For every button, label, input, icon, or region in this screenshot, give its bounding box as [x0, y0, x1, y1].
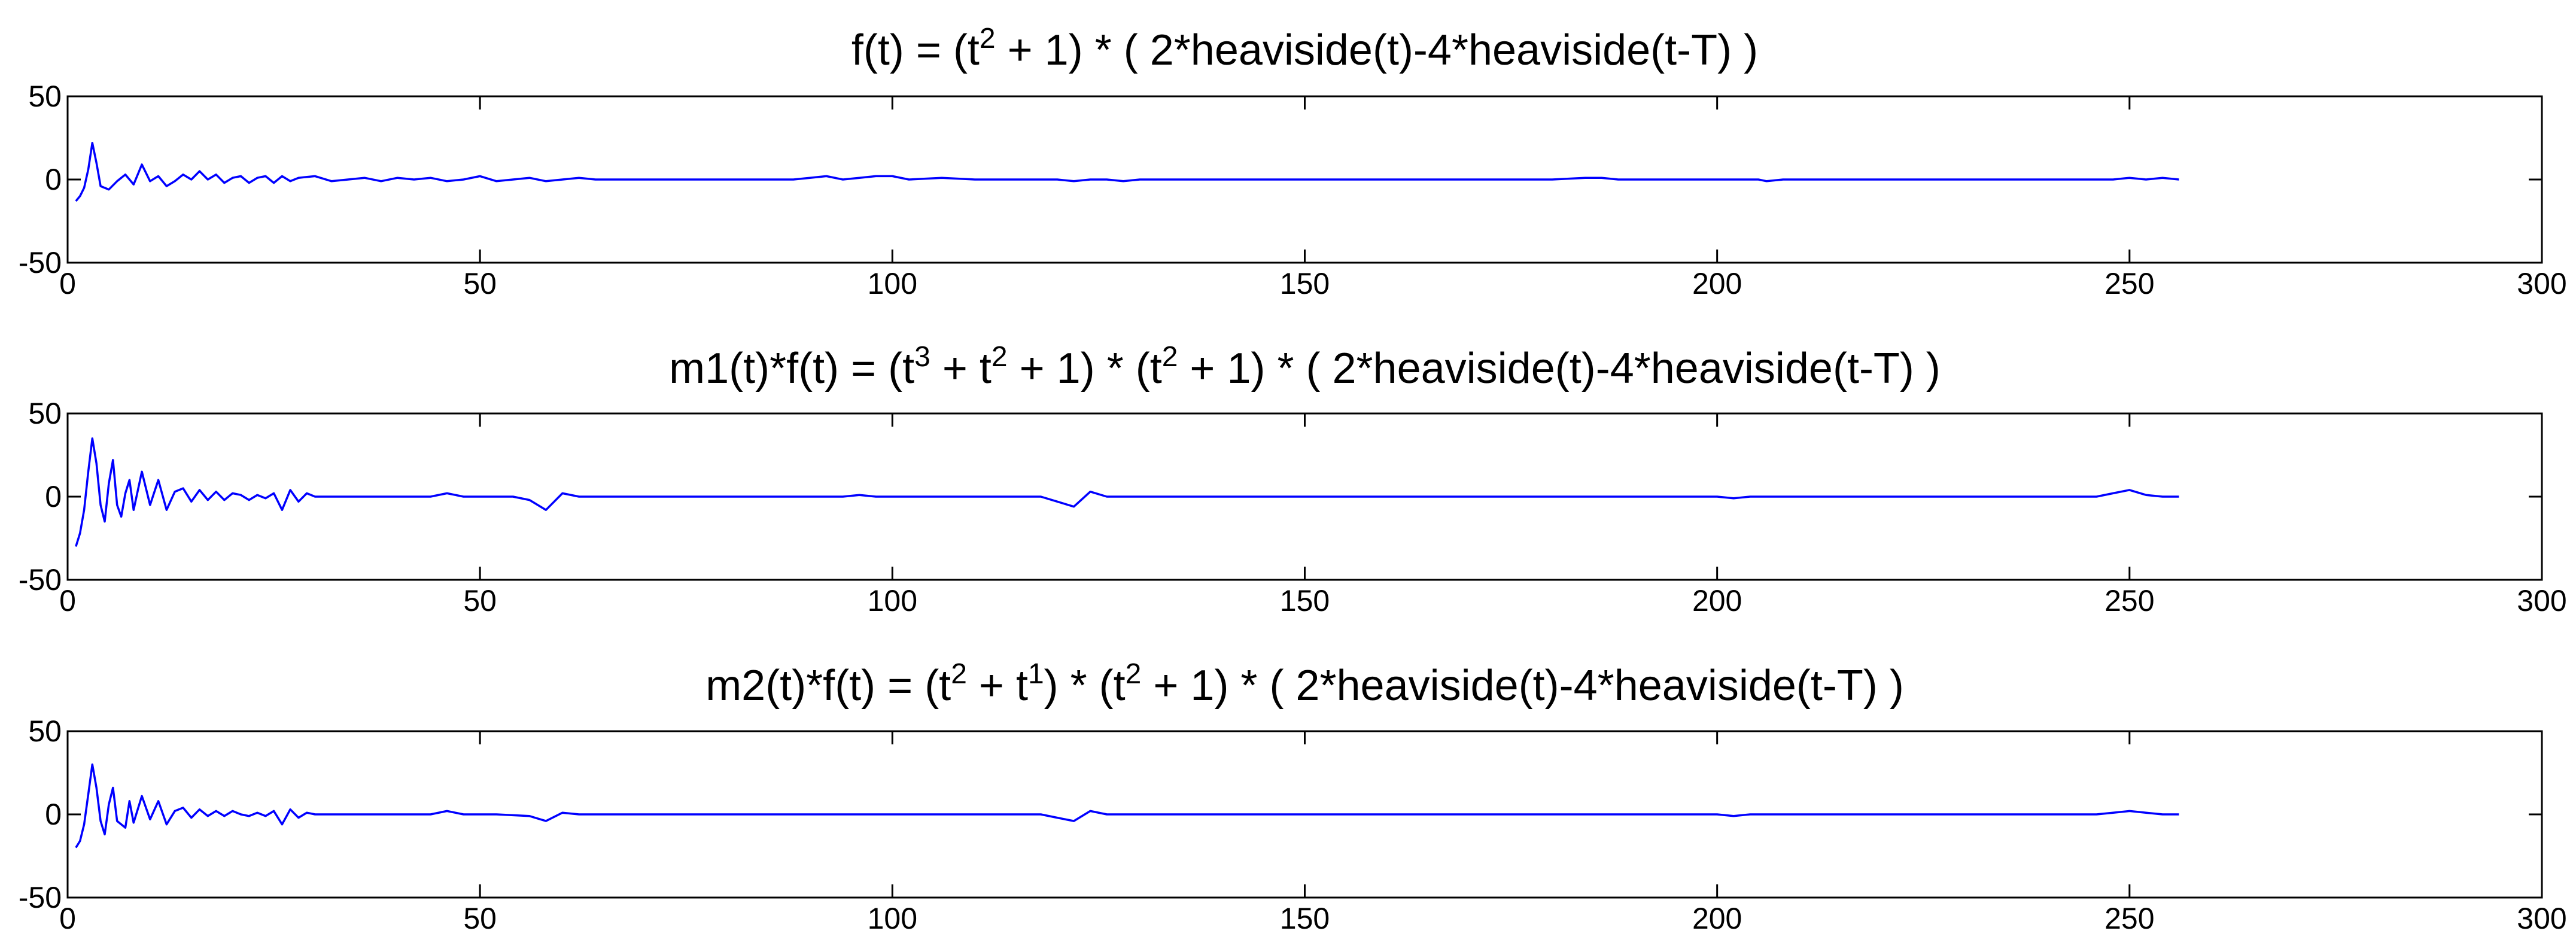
title-exponent: 3: [914, 341, 930, 373]
x-tick-label: 0: [59, 902, 76, 935]
x-tick-label: 50: [463, 902, 497, 935]
title-segment: + 1) * ( 2*heaviside(t)-4*heaviside(t-T)…: [1178, 345, 1940, 393]
title-segment: f(t) = (t: [851, 26, 980, 74]
y-tick-label: 0: [45, 163, 62, 196]
title-exponent: 2: [1162, 341, 1178, 373]
x-tick-label: 150: [1280, 902, 1330, 935]
title-exponent: 2: [992, 341, 1008, 373]
x-tick-label: 250: [2104, 902, 2154, 935]
y-tick-label: -50: [19, 881, 62, 914]
title-exponent: 1: [1028, 658, 1044, 690]
y-tick-label: 50: [28, 714, 62, 748]
subplot-title: m2(t)*f(t) = (t2 + t1) * (t2 + 1) * ( 2*…: [705, 658, 1904, 710]
x-tick-label: 150: [1280, 267, 1330, 300]
title-segment: + 1) * ( 2*heaviside(t)-4*heaviside(t-T)…: [1141, 662, 1903, 710]
x-tick-label: 200: [1692, 584, 1742, 618]
subplot-title: m1(t)*f(t) = (t3 + t2 + 1) * (t2 + 1) * …: [669, 341, 1941, 393]
x-tick-label: 50: [463, 267, 497, 300]
x-tick-label: 100: [868, 584, 917, 618]
title-exponent: 2: [980, 23, 996, 54]
subplot-2: m1(t)*f(t) = (t3 + t2 + 1) * (t2 + 1) * …: [19, 341, 2567, 618]
x-tick-label: 250: [2104, 267, 2154, 300]
y-tick-label: -50: [19, 246, 62, 279]
y-tick-label: -50: [19, 563, 62, 597]
y-tick-label: 0: [45, 480, 62, 513]
subplot-1: f(t) = (t2 + 1) * ( 2*heaviside(t)-4*hea…: [19, 23, 2567, 300]
x-tick-label: 0: [59, 584, 76, 618]
x-tick-label: 300: [2517, 902, 2566, 935]
title-segment: ) * (t: [1044, 662, 1126, 710]
x-tick-label: 100: [868, 267, 917, 300]
title-exponent: 2: [951, 658, 967, 690]
x-tick-label: 50: [463, 584, 497, 618]
title-segment: m2(t)*f(t) = (t: [705, 662, 951, 710]
x-tick-label: 200: [1692, 902, 1742, 935]
subplot-title: f(t) = (t2 + 1) * ( 2*heaviside(t)-4*hea…: [851, 23, 1758, 74]
x-tick-label: 150: [1280, 584, 1330, 618]
x-tick-label: 200: [1692, 267, 1742, 300]
title-segment: m1(t)*f(t) = (t: [669, 345, 914, 393]
x-tick-label: 300: [2517, 267, 2566, 300]
title-segment: + t: [930, 345, 992, 393]
subplot-3: m2(t)*f(t) = (t2 + t1) * (t2 + 1) * ( 2*…: [19, 658, 2567, 935]
title-segment: + 1) * ( 2*heaviside(t)-4*heaviside(t-T)…: [996, 26, 1758, 74]
title-segment: + t: [967, 662, 1028, 710]
y-tick-label: 50: [28, 80, 62, 113]
series-line: [75, 437, 2179, 547]
y-tick-label: 50: [28, 397, 62, 430]
x-tick-label: 0: [59, 267, 76, 300]
x-tick-label: 250: [2104, 584, 2154, 618]
y-tick-label: 0: [45, 798, 62, 831]
x-tick-label: 300: [2517, 584, 2566, 618]
series-line: [75, 763, 2179, 848]
series-line: [75, 142, 2179, 202]
x-tick-label: 100: [868, 902, 917, 935]
title-exponent: 2: [1126, 658, 1142, 690]
title-segment: + 1) * (t: [1008, 345, 1162, 393]
